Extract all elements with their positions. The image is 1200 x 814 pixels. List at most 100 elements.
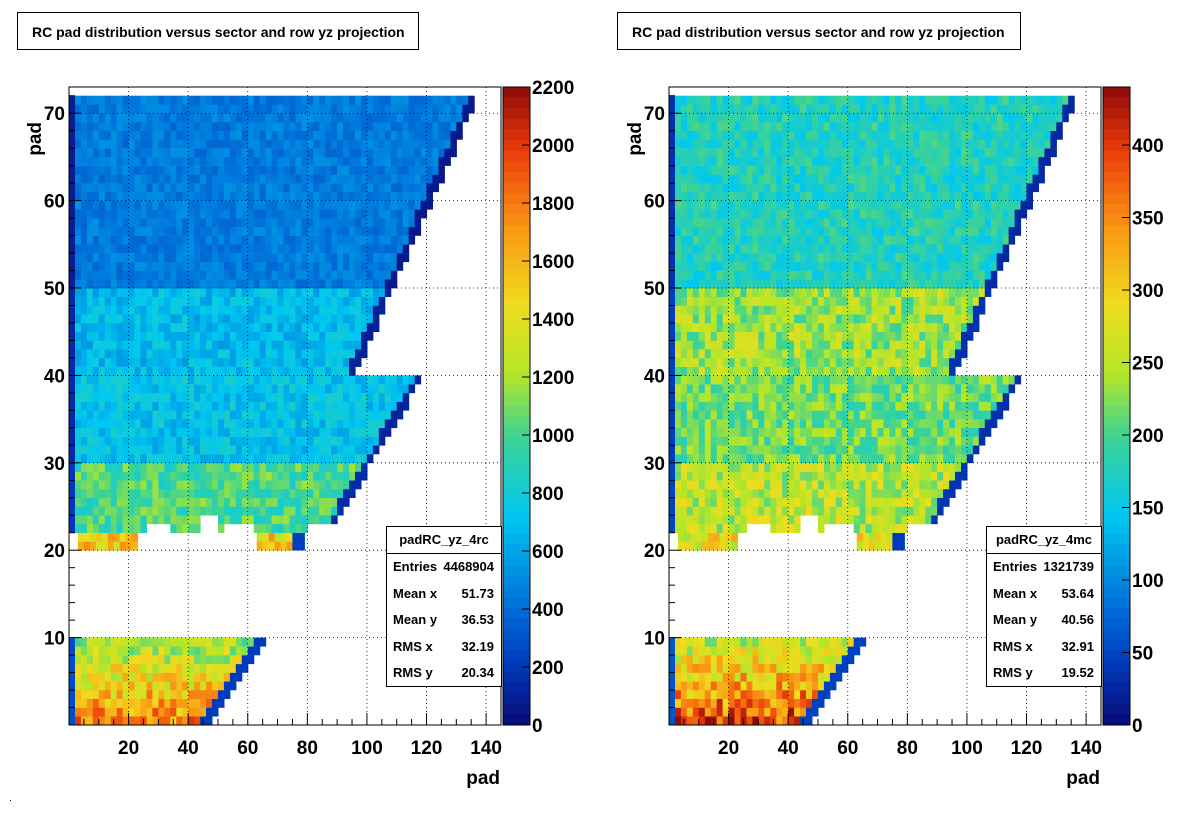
heatmap-cell — [818, 497, 825, 507]
heatmap-cell — [200, 366, 207, 376]
heatmap-cell — [943, 314, 950, 324]
heatmap-cell — [943, 480, 950, 490]
heatmap-cell — [98, 314, 106, 324]
heatmap-cell — [116, 698, 124, 708]
heatmap-cell — [140, 253, 147, 263]
heatmap-cell — [295, 226, 302, 236]
heatmap-cell — [782, 427, 789, 437]
heatmap-cell — [122, 296, 130, 306]
heatmap-cell — [800, 314, 807, 324]
x-tick-label: 20 — [118, 738, 139, 759]
heatmap-cell — [361, 235, 368, 245]
heatmap-cell — [92, 707, 100, 717]
heatmap-cell — [194, 165, 201, 175]
heatmap-cell — [253, 497, 261, 507]
heatmap-cell — [456, 104, 463, 114]
heatmap-cell — [253, 454, 261, 464]
heatmap-cell — [241, 244, 249, 254]
heatmap-cell — [871, 340, 879, 350]
heatmap-cell — [895, 454, 902, 464]
heatmap-cell — [710, 357, 718, 367]
heatmap-cell — [366, 95, 374, 105]
heatmap-cell — [865, 349, 873, 359]
heatmap-cell — [188, 401, 195, 411]
heatmap-cell — [343, 296, 350, 306]
heatmap-cell — [722, 655, 730, 665]
heatmap-cell — [966, 314, 974, 324]
heatmap-cell — [158, 445, 165, 455]
heatmap-cell — [770, 471, 777, 481]
heatmap-cell — [782, 462, 789, 472]
heatmap-cell — [847, 454, 855, 464]
heatmap-cell — [366, 139, 374, 149]
heatmap-cell — [331, 305, 338, 315]
heatmap-cell — [253, 489, 261, 498]
heatmap-cell — [776, 655, 783, 665]
heatmap-cell — [158, 357, 165, 367]
heatmap-cell — [122, 637, 130, 647]
heatmap-cell — [158, 698, 165, 708]
heatmap-cell — [170, 681, 177, 691]
heatmap-cell — [122, 200, 130, 210]
heatmap-cell — [366, 270, 374, 280]
heatmap-cell — [110, 357, 118, 367]
heatmap-cell — [752, 716, 759, 726]
heatmap-cell — [235, 122, 243, 131]
heatmap-cell — [432, 156, 439, 166]
heatmap-cell — [794, 663, 801, 673]
heatmap-cell — [722, 716, 730, 726]
heatmap-cell — [378, 218, 386, 228]
heatmap-cell — [104, 130, 112, 140]
heatmap-cell — [134, 410, 141, 420]
heatmap-cell — [734, 314, 741, 324]
heatmap-cell — [823, 375, 831, 385]
heatmap-cell — [361, 471, 368, 481]
heatmap-cell — [378, 174, 386, 184]
heatmap-cell — [752, 288, 759, 297]
heatmap-cell — [200, 95, 207, 105]
heatmap-cell — [349, 419, 356, 429]
heatmap-cell — [319, 357, 326, 367]
heatmap-cell — [943, 340, 950, 350]
heatmap-cell — [98, 489, 106, 498]
heatmap-cell — [241, 279, 249, 289]
heatmap-cell — [961, 323, 968, 332]
heatmap-cell — [301, 244, 308, 254]
heatmap-cell — [313, 515, 320, 525]
heatmap-cell — [194, 130, 201, 140]
heatmap-cell — [188, 288, 195, 297]
heatmap-cell — [758, 392, 765, 402]
heatmap-cell — [325, 497, 332, 507]
heatmap-cell — [943, 436, 950, 446]
heatmap-cell — [384, 218, 392, 228]
heatmap-cell — [794, 480, 801, 490]
heatmap-cell — [146, 392, 153, 402]
x-tick-label: 120 — [411, 738, 443, 759]
heatmap-cell — [98, 183, 106, 193]
heatmap-cell — [247, 384, 255, 394]
heatmap-cell — [259, 366, 267, 376]
heatmap-cell — [229, 148, 237, 158]
heatmap-cell — [325, 261, 332, 271]
heatmap-cell — [770, 462, 777, 472]
heatmap-cell — [426, 122, 433, 131]
heatmap-cell — [301, 410, 308, 420]
heatmap-cell — [361, 95, 368, 105]
heatmap-cell — [355, 113, 362, 123]
heatmap-cell — [758, 288, 765, 297]
heatmap-cell — [134, 707, 141, 717]
heatmap-cell — [695, 532, 703, 542]
heatmap-cell — [218, 156, 225, 166]
heatmap-cell — [253, 226, 261, 236]
heatmap-cell — [152, 200, 159, 210]
heatmap-cell — [812, 427, 819, 437]
heatmap-cell — [152, 314, 159, 324]
heatmap-cell — [218, 357, 225, 367]
heatmap-cell — [704, 384, 712, 394]
heatmap-cell — [277, 305, 285, 315]
heatmap-cell — [146, 375, 153, 385]
heatmap-cell — [716, 427, 724, 437]
heatmap-cell — [262, 541, 270, 551]
heatmap-cell — [931, 401, 938, 411]
heatmap-cell — [265, 279, 273, 289]
